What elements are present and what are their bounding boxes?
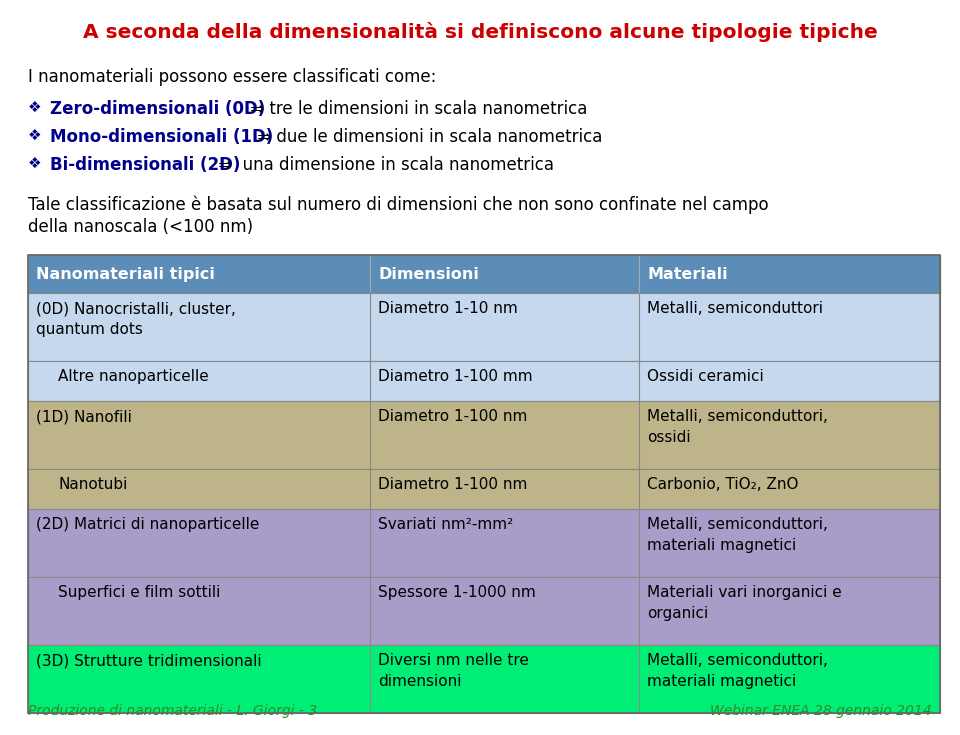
Text: Diametro 1-10 nm: Diametro 1-10 nm	[378, 301, 517, 316]
Text: Metalli, semiconduttori,
ossidi: Metalli, semiconduttori, ossidi	[647, 409, 828, 445]
Text: Produzione di nanomateriali - L. Giorgi - 3: Produzione di nanomateriali - L. Giorgi …	[28, 704, 317, 718]
Text: Altre nanoparticelle: Altre nanoparticelle	[58, 369, 208, 384]
Text: Metalli, semiconduttori,
materiali magnetici: Metalli, semiconduttori, materiali magne…	[647, 517, 828, 553]
Text: Carbonio, TiO₂, ZnO: Carbonio, TiO₂, ZnO	[647, 477, 799, 492]
Text: Bi-dimensionali (2D): Bi-dimensionali (2D)	[50, 156, 240, 174]
Text: della nanoscala (<100 nm): della nanoscala (<100 nm)	[28, 218, 253, 236]
Text: Superfici e film sottili: Superfici e film sottili	[58, 585, 221, 600]
Text: Webinar ENEA 28 gennaio 2014: Webinar ENEA 28 gennaio 2014	[710, 704, 932, 718]
Text: (3D) Strutture tridimensionali: (3D) Strutture tridimensionali	[36, 653, 262, 668]
Text: (1D) Nanofili: (1D) Nanofili	[36, 409, 132, 424]
Text: Svariati nm²-mm²: Svariati nm²-mm²	[378, 517, 514, 532]
Text: Nanomateriali tipici: Nanomateriali tipici	[36, 267, 215, 282]
Text: Metalli, semiconduttori: Metalli, semiconduttori	[647, 301, 823, 316]
Text: ⇒ due le dimensioni in scala nanometrica: ⇒ due le dimensioni in scala nanometrica	[252, 128, 602, 146]
Text: Mono-dimensionali (1D): Mono-dimensionali (1D)	[50, 128, 274, 146]
Text: Diametro 1-100 mm: Diametro 1-100 mm	[378, 369, 533, 384]
Text: Nanotubi: Nanotubi	[58, 477, 128, 492]
Text: Diversi nm nelle tre
dimensioni: Diversi nm nelle tre dimensioni	[378, 653, 529, 689]
Text: Materiali vari inorganici e
organici: Materiali vari inorganici e organici	[647, 585, 842, 621]
Text: Materiali: Materiali	[647, 267, 728, 282]
Bar	[28, 255, 940, 293]
Bar	[28, 401, 940, 469]
Text: Diametro 1-100 nm: Diametro 1-100 nm	[378, 409, 527, 424]
Text: Tale classificazione è basata sul numero di dimensioni che non sono confinate ne: Tale classificazione è basata sul numero…	[28, 195, 769, 213]
Text: Spessore 1-1000 nm: Spessore 1-1000 nm	[378, 585, 536, 600]
Text: ⇒ tre le dimensioni in scala nanometrica: ⇒ tre le dimensioni in scala nanometrica	[245, 100, 588, 118]
Text: ❖: ❖	[28, 156, 41, 171]
Text: Ossidi ceramici: Ossidi ceramici	[647, 369, 764, 384]
Text: I nanomateriali possono essere classificati come:: I nanomateriali possono essere classific…	[28, 68, 437, 86]
Text: Diametro 1-100 nm: Diametro 1-100 nm	[378, 477, 527, 492]
Text: (2D) Matrici di nanoparticelle: (2D) Matrici di nanoparticelle	[36, 517, 259, 532]
Bar	[28, 361, 940, 401]
Bar	[28, 645, 940, 713]
Text: Metalli, semiconduttori,
materiali magnetici: Metalli, semiconduttori, materiali magne…	[647, 653, 828, 689]
Text: ❖: ❖	[28, 128, 41, 143]
Bar	[28, 509, 940, 577]
Text: Dimensioni: Dimensioni	[378, 267, 479, 282]
Text: A seconda della dimensionalità si definiscono alcune tipologie tipiche: A seconda della dimensionalità si defini…	[83, 22, 877, 42]
Bar	[28, 293, 940, 361]
Text: Zero-dimensionali (0D): Zero-dimensionali (0D)	[50, 100, 265, 118]
Bar	[28, 255, 940, 713]
Bar	[28, 577, 940, 645]
Text: ❖: ❖	[28, 100, 41, 115]
Bar	[28, 469, 940, 509]
Text: (0D) Nanocristalli, cluster,
quantum dots: (0D) Nanocristalli, cluster, quantum dot…	[36, 301, 236, 337]
Text: ⇒  una dimensione in scala nanometrica: ⇒ una dimensione in scala nanometrica	[213, 156, 554, 174]
